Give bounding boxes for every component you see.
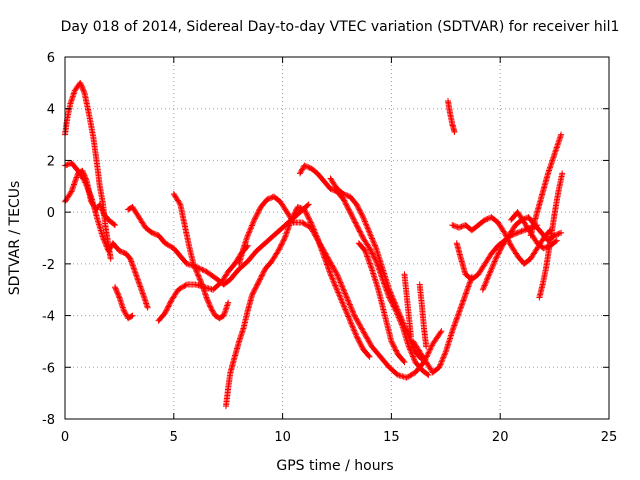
series-markers bbox=[62, 167, 118, 229]
series-arc-12 bbox=[355, 240, 408, 366]
series-arc-4 bbox=[112, 284, 136, 322]
y-tick-label: -4 bbox=[42, 310, 55, 325]
series-markers bbox=[527, 131, 565, 239]
data-series bbox=[62, 79, 566, 410]
axis-ticks: 0 5 10 15 20 25 -8 -6 -4 -2 0 2 4 6 bbox=[42, 51, 617, 445]
series-arc-11 bbox=[327, 175, 425, 363]
series-markers bbox=[155, 242, 251, 324]
x-tick-label: 5 bbox=[170, 430, 178, 445]
series-arc-21 bbox=[527, 131, 565, 239]
series-arc-6 bbox=[155, 242, 251, 324]
x-tick-label: 20 bbox=[492, 430, 509, 445]
series-arc-1 bbox=[62, 79, 114, 262]
series-arc-7 bbox=[170, 191, 232, 322]
series-arc-15 bbox=[410, 273, 475, 376]
x-tick-label: 15 bbox=[383, 430, 400, 445]
series-markers bbox=[410, 273, 475, 376]
y-tick-label: -8 bbox=[42, 413, 55, 428]
x-tick-label: 25 bbox=[601, 430, 618, 445]
series-arc-14 bbox=[416, 281, 430, 350]
y-tick-label: -2 bbox=[42, 258, 55, 273]
series-arc-13 bbox=[401, 271, 414, 340]
y-tick-label: -6 bbox=[42, 361, 55, 376]
series-arc-22 bbox=[536, 170, 566, 301]
series-markers bbox=[416, 281, 430, 350]
series-markers bbox=[62, 79, 114, 262]
x-tick-label: 10 bbox=[274, 430, 291, 445]
series-markers bbox=[536, 170, 566, 301]
y-tick-label: 2 bbox=[47, 154, 55, 169]
series-markers bbox=[355, 240, 408, 366]
series-markers bbox=[112, 284, 136, 322]
y-axis-label: SDTVAR / TECUs bbox=[7, 181, 23, 296]
series-markers bbox=[445, 98, 458, 135]
chart-title: Day 018 of 2014, Sidereal Day-to-day VTE… bbox=[61, 19, 620, 35]
series-markers bbox=[170, 191, 232, 322]
x-axis-label: GPS time / hours bbox=[276, 458, 393, 474]
series-arc-16 bbox=[445, 98, 458, 135]
series-arc-3 bbox=[62, 167, 118, 229]
series-markers bbox=[401, 271, 414, 340]
plot-frame bbox=[64, 56, 610, 420]
grid bbox=[65, 57, 609, 419]
y-tick-label: 6 bbox=[47, 51, 55, 66]
x-tick-label: 0 bbox=[61, 430, 69, 445]
y-tick-label: 4 bbox=[47, 103, 55, 118]
y-tick-label: 0 bbox=[47, 206, 55, 221]
series-markers bbox=[327, 175, 425, 363]
